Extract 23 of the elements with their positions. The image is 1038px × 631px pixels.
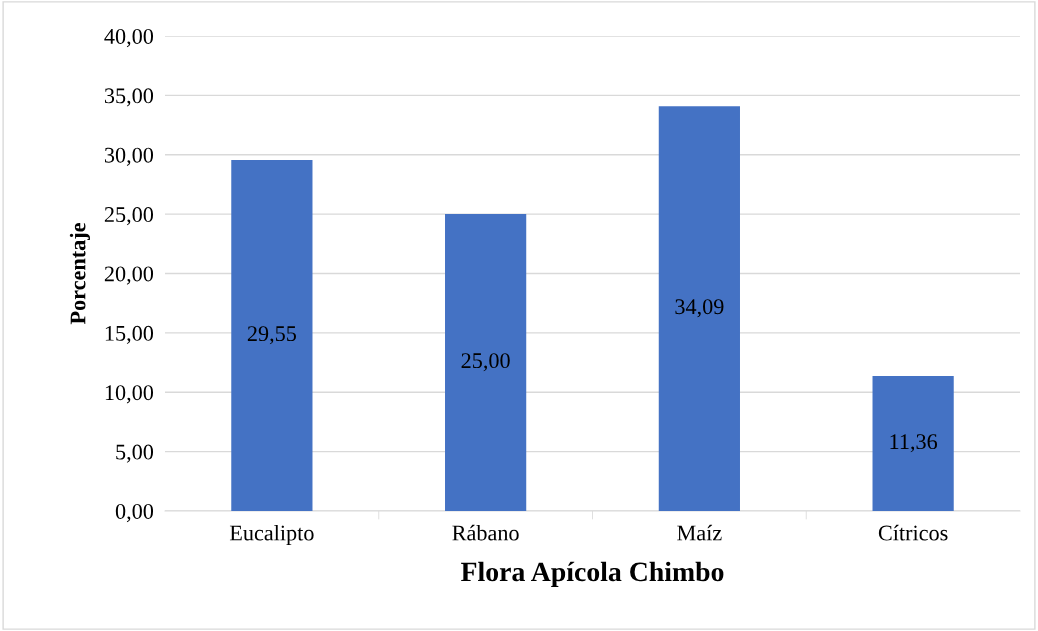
- y-tick-label: 35,00: [104, 88, 154, 107]
- y-tick-label: 15,00: [105, 325, 154, 344]
- bar: [231, 160, 313, 511]
- y-tick-label: 25,00: [104, 207, 154, 226]
- y-tick-label: 5,00: [116, 444, 154, 463]
- data-label: 34,09: [675, 299, 724, 318]
- y-tick-label: 0,00: [115, 503, 154, 523]
- y-axis-title: Porcentaje: [69, 223, 90, 325]
- y-tick-label: 20,00: [104, 266, 154, 285]
- x-tick-label: Cítricos: [878, 524, 948, 541]
- y-tick-label: 10,00: [105, 385, 154, 404]
- x-tick-label: Eucalipto: [229, 524, 314, 546]
- bar: [445, 214, 527, 511]
- x-axis-title: Flora Apícola Chimbo: [461, 561, 724, 587]
- y-tick-label: 40,00: [104, 28, 154, 48]
- y-tick-label: 30,00: [104, 147, 154, 166]
- x-tick-label: Maíz: [677, 524, 722, 541]
- data-label: 11,36: [890, 434, 938, 453]
- data-label: 29,55: [247, 326, 297, 345]
- bar: [872, 376, 954, 511]
- x-tick-label: Rábano: [452, 524, 519, 541]
- bar: [658, 106, 740, 511]
- data-label: 25,00: [461, 353, 510, 372]
